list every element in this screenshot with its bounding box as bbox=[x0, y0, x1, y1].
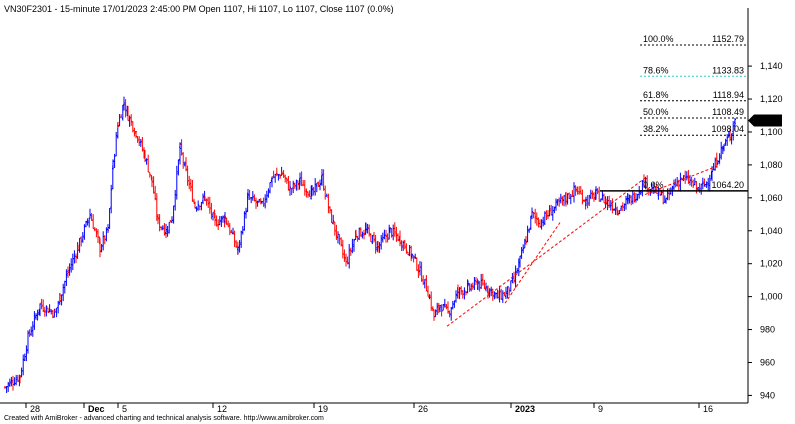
fib-level-value: 1064.20 bbox=[711, 180, 744, 190]
last-price-tag: 1,107 bbox=[748, 114, 782, 127]
y-axis: 940 960 980 1,000 1,020 1,040 1,060 1,080 1,100 1… bbox=[748, 61, 783, 400]
last-price-label: 1,107 bbox=[757, 115, 780, 125]
fib-level-value: 1118.94 bbox=[713, 90, 744, 100]
x-tick-label: 2023 bbox=[515, 404, 535, 414]
fib-level-percent: 50.0% bbox=[643, 107, 669, 117]
y-tick-label: 1,100 bbox=[760, 127, 783, 137]
x-tick-label: 5 bbox=[122, 404, 127, 414]
y-tick-label: 940 bbox=[760, 390, 775, 400]
trendline bbox=[644, 164, 721, 195]
fib-level-percent: 100.0% bbox=[643, 34, 674, 44]
x-tick-label: 9 bbox=[598, 404, 603, 414]
y-tick-label: 980 bbox=[760, 325, 775, 335]
chart-header: VN30F2301 - 15-minute 17/01/2023 2:45:00… bbox=[4, 4, 394, 14]
fib-level-percent: 78.6% bbox=[643, 65, 669, 75]
y-tick-label: 960 bbox=[760, 357, 775, 367]
x-tick-label: 26 bbox=[418, 404, 428, 414]
y-tick-label: 1,080 bbox=[760, 160, 783, 170]
x-axis: 28 Dec 5 12 19 26 2023 9 16 bbox=[25, 403, 713, 414]
fib-level-value: 1133.83 bbox=[712, 65, 744, 75]
ohlc-bars bbox=[4, 96, 736, 394]
x-tick-label: 28 bbox=[30, 404, 40, 414]
x-tick-label: Dec bbox=[88, 404, 105, 414]
x-tick-label: 19 bbox=[318, 404, 328, 414]
fib-level-percent: 61.8% bbox=[643, 90, 669, 100]
y-tick-label: 1,020 bbox=[760, 259, 783, 269]
y-tick-label: 1,060 bbox=[760, 193, 783, 203]
trendline bbox=[504, 222, 561, 304]
fib-level-value: 1098.04 bbox=[711, 124, 744, 134]
y-tick-label: 1,140 bbox=[760, 61, 783, 71]
fib-level-value: 1108.49 bbox=[712, 107, 744, 117]
y-tick-label: 1,040 bbox=[760, 226, 783, 236]
x-tick-label: 12 bbox=[217, 404, 227, 414]
fibonacci-levels: 100.0% 1152.79 78.6% 1133.83 61.8% 1118.94 50.… bbox=[600, 34, 748, 192]
x-tick-label: 16 bbox=[703, 404, 713, 414]
trendlines bbox=[446, 164, 721, 327]
last-price-marker bbox=[748, 114, 782, 127]
fib-level-percent: 38.2% bbox=[643, 124, 669, 134]
fib-level-value: 1152.79 bbox=[712, 34, 744, 44]
trendline bbox=[446, 177, 646, 327]
chart-footer: Created with AmiBroker - advanced charti… bbox=[4, 415, 324, 422]
y-tick-label: 1,120 bbox=[760, 94, 783, 104]
y-tick-label: 1,000 bbox=[760, 292, 783, 302]
fib-level-percent: 0.0% bbox=[643, 180, 664, 190]
